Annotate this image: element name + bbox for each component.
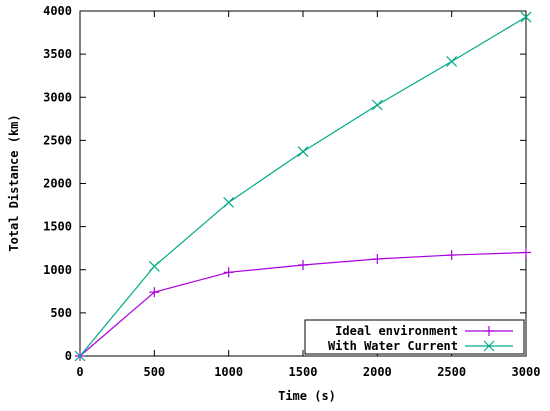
data-point-0: [446, 250, 457, 261]
y-tick-label: 0: [65, 349, 72, 363]
data-point-1: [148, 260, 160, 272]
y-tick-label: 2500: [43, 133, 72, 147]
legend-label: Ideal environment: [335, 324, 458, 338]
x-axis-title: Time (s): [278, 389, 336, 403]
data-point-0: [223, 267, 234, 278]
x-tick-label: 2500: [437, 365, 466, 379]
data-point-1: [446, 56, 458, 67]
x-tick-label: 0: [76, 365, 83, 379]
legend-label: With Water Current: [328, 339, 458, 353]
legend-swatch-marker: [483, 340, 495, 352]
x-tick-label: 2000: [363, 365, 392, 379]
series-lines: [74, 11, 532, 362]
data-point-0: [521, 247, 531, 258]
y-tick-label: 500: [50, 306, 72, 320]
y-tick-label: 4000: [43, 4, 72, 18]
plot-frame: [79, 10, 527, 357]
tick-labels: 0 500 1000 1500 2000 2500 3000 0 500 1000 1500 2000…: [43, 4, 540, 379]
x-tick-label: 1500: [289, 365, 318, 379]
y-tick-label: 1000: [43, 263, 72, 277]
y-tick-label: 1500: [43, 220, 72, 234]
data-point-1: [520, 11, 532, 23]
x-tick-label: 500: [143, 365, 165, 379]
x-tick-label: 1000: [214, 365, 243, 379]
y-axis-title: Total Distance (km): [7, 114, 21, 251]
data-point-0: [298, 260, 308, 271]
data-point-1: [371, 99, 383, 111]
y-tick-label: 3000: [43, 90, 72, 104]
y-tick-label: 2000: [43, 177, 72, 191]
data-point-1: [223, 197, 235, 208]
data-point-0: [149, 287, 160, 298]
series-line-1: [79, 16, 527, 357]
y-tick-label: 3500: [43, 47, 72, 61]
x-tick-label: 3000: [512, 365, 541, 379]
data-point-0: [372, 253, 383, 264]
data-point-1: [297, 146, 309, 158]
data-point-1: [74, 350, 86, 362]
axes: [79, 10, 527, 357]
legend-swatch-marker: [484, 326, 494, 336]
